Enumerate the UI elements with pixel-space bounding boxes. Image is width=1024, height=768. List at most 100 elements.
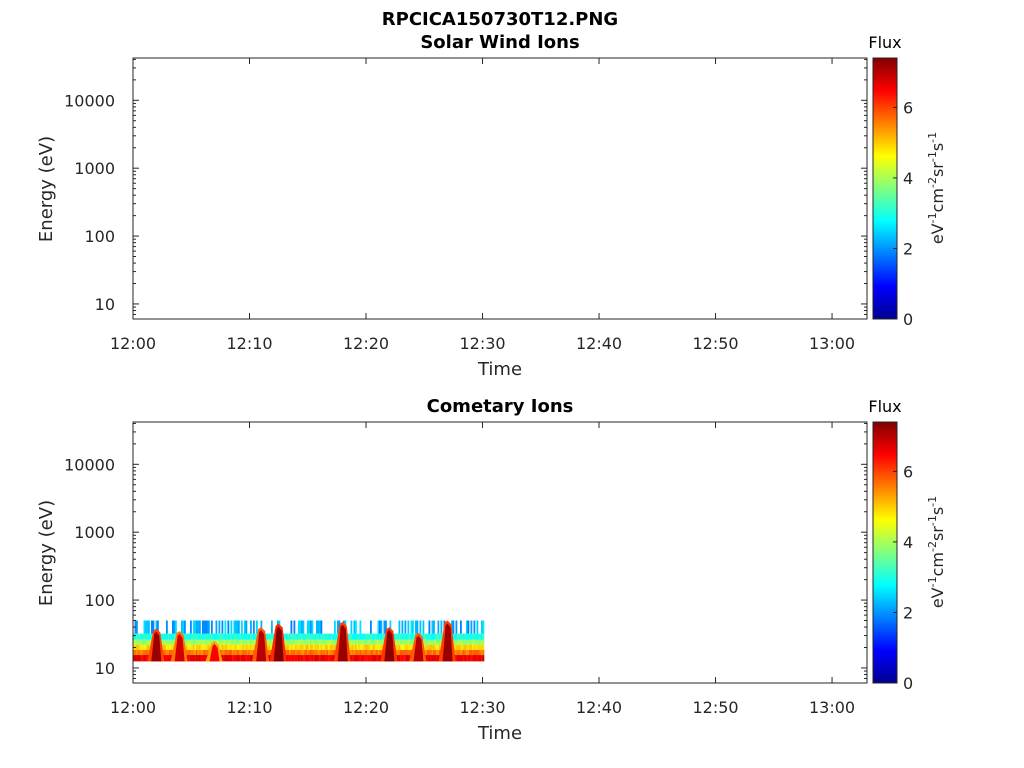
spectrogram-cell — [316, 639, 318, 645]
spectrogram-cell — [137, 633, 140, 640]
colorbar: 0 2 4 6 Flux eV-1cm-2sr-1s-1 — [868, 397, 947, 693]
spectrogram-cell — [380, 639, 383, 645]
spectrogram-cell — [301, 649, 303, 656]
spectrogram-cell — [325, 655, 327, 662]
spectrogram-cell — [235, 655, 237, 662]
spectrogram-cell — [415, 620, 417, 634]
spectrogram-cell — [206, 633, 209, 640]
spectrogram-cell — [239, 649, 242, 656]
spectrogram-cell — [395, 649, 398, 656]
spectrogram-cell — [310, 644, 312, 650]
spectrogram-cell — [353, 644, 356, 650]
spectrogram-cell — [355, 655, 357, 662]
spectrogram-cell — [245, 620, 248, 634]
spectrogram-cell — [482, 620, 485, 634]
spectrogram-cell — [329, 644, 332, 650]
spectrogram-cell — [289, 639, 291, 645]
spectrogram-cell — [253, 633, 255, 640]
spectrogram-cell — [422, 620, 425, 634]
spectrogram-cell — [253, 639, 255, 645]
x-tick-label: 12:00 — [110, 334, 156, 353]
spectrogram-cell — [167, 655, 170, 662]
spectrogram-cell — [457, 644, 459, 650]
spectrogram-cell — [185, 644, 188, 650]
spectrogram-cell — [271, 639, 273, 645]
spectrogram-cell — [164, 633, 167, 640]
spectrogram-cell — [203, 655, 206, 662]
spectrogram-cell — [236, 644, 239, 650]
spectrogram-cell — [358, 639, 360, 645]
spectrogram-cell — [454, 644, 456, 650]
spectrogram-cell — [251, 639, 254, 645]
spectrogram-cell — [238, 655, 240, 662]
spectrogram-cell — [359, 639, 362, 645]
spectrogram-cell — [173, 620, 176, 634]
spectrogram-cell — [461, 655, 464, 662]
colorbar-tick-label: 0 — [903, 674, 913, 693]
spectrogram-cell — [329, 639, 332, 645]
spectrogram-cell — [209, 639, 212, 645]
spectrogram-cell — [250, 633, 252, 640]
spectrogram-cell — [410, 644, 413, 650]
spectrogram-cell — [193, 644, 195, 650]
spectrogram-cell — [208, 644, 210, 650]
ion-burst — [205, 640, 223, 662]
spectrogram-cell — [247, 649, 249, 656]
spectrogram-cell — [478, 633, 480, 640]
spectrogram-cell — [133, 639, 135, 645]
spectrogram-cell — [197, 620, 200, 634]
spectrogram-cell — [332, 655, 335, 662]
spectrogram-cell — [191, 649, 194, 656]
spectrogram-cell — [242, 633, 245, 640]
spectrogram-cell — [206, 649, 209, 656]
spectrogram-cell — [316, 633, 318, 640]
spectrogram-cell — [400, 633, 402, 640]
spectrogram-cell — [292, 644, 294, 650]
spectrogram-cell — [424, 639, 426, 645]
spectrogram-cell — [464, 649, 467, 656]
spectrogram-cell — [434, 644, 437, 650]
figure-title: RPCICA150730T12.PNG — [382, 9, 618, 30]
spectrogram-cell — [307, 644, 309, 650]
spectrogram-cell — [233, 644, 236, 650]
spectrogram-cell — [479, 649, 482, 656]
spectrogram-cell — [466, 649, 468, 656]
spectrogram-cell — [406, 639, 408, 645]
spectrogram-cell — [290, 655, 293, 662]
spectrogram-cell — [401, 649, 404, 656]
spectrogram-cell — [296, 639, 299, 645]
spectrogram-cell — [362, 639, 365, 645]
spectrogram-cell — [368, 633, 371, 640]
spectrogram-cell — [296, 649, 299, 656]
spectrogram-cell — [193, 649, 195, 656]
spectrogram-cell — [317, 633, 320, 640]
spectrogram-cell — [370, 639, 372, 645]
spectrogram-cell — [425, 639, 428, 645]
spectrogram-cell — [169, 639, 171, 645]
spectrogram-cell — [382, 644, 384, 650]
spectrogram-cell — [464, 639, 467, 645]
colorbar-title: Flux — [868, 33, 901, 52]
spectrogram-cell — [313, 644, 315, 650]
spectrogram-cell — [359, 644, 362, 650]
spectrogram-cell — [220, 639, 222, 645]
spectrogram-cell — [230, 649, 233, 656]
spectrogram-cell — [320, 633, 323, 640]
spectrogram-cell — [325, 639, 327, 645]
spectrogram-cell — [244, 644, 246, 650]
spectrogram-cell — [410, 639, 413, 645]
colorbar-tick-label: 2 — [903, 603, 913, 622]
spectrogram-cell — [199, 639, 201, 645]
spectrogram-cell — [226, 649, 228, 656]
spectrogram-cell — [313, 649, 315, 656]
spectrogram-cell — [190, 639, 192, 645]
spectrogram-cell — [163, 644, 165, 650]
spectrogram-cell — [305, 633, 308, 640]
spectrogram-cell — [412, 633, 414, 640]
spectrogram-cell — [458, 639, 461, 645]
spectrogram-cell — [205, 633, 207, 640]
spectrogram-cell — [302, 644, 305, 650]
spectrogram-cell — [353, 639, 356, 645]
x-tick-label: 12:10 — [226, 334, 272, 353]
spectrogram-cell — [133, 655, 135, 662]
